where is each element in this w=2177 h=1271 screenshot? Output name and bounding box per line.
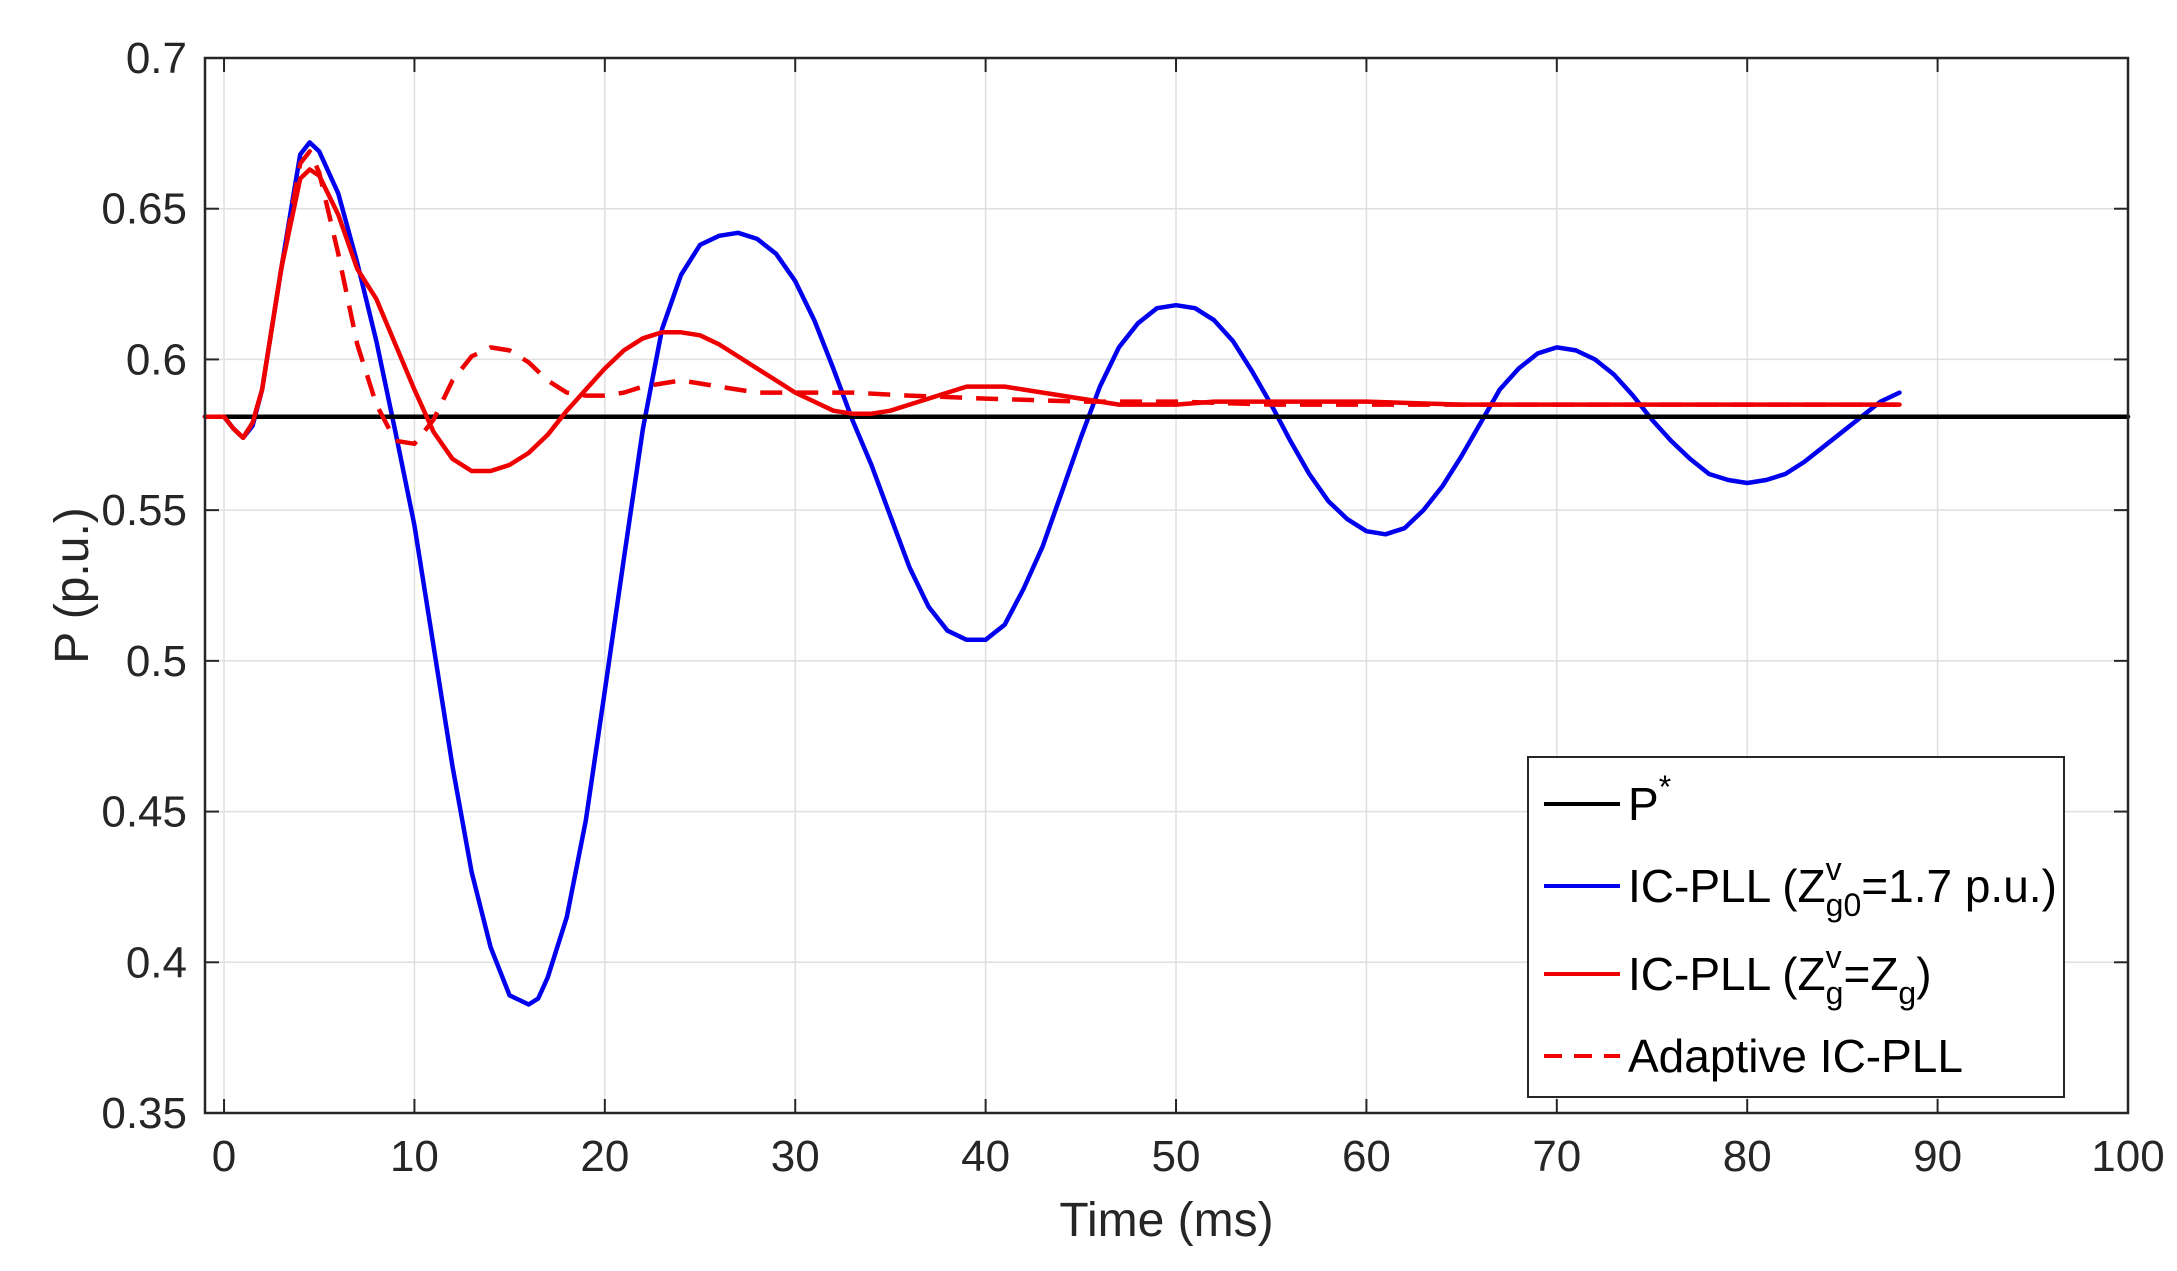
legend-2-suffix: =Z (1843, 948, 1898, 1000)
legend-2-sup: v (1826, 939, 1842, 975)
x-tick-label: 90 (1913, 1132, 1962, 1181)
x-tick-label: 50 (1152, 1132, 1201, 1181)
series-layer (202, 140, 2131, 1007)
x-tick-label: 0 (212, 1132, 236, 1181)
x-tick-label: 80 (1723, 1132, 1772, 1181)
legend-2-sub2: g (1898, 975, 1916, 1011)
x-tick-label: 70 (1532, 1132, 1581, 1181)
x-tick-label: 40 (961, 1132, 1010, 1181)
ticks (205, 57, 2129, 1114)
x-tick-label: 100 (2091, 1132, 2164, 1181)
legend-p-main: P (1628, 778, 1659, 830)
y-tick-label: 0.35 (101, 1089, 187, 1138)
legend-label-p-star: P* (1628, 769, 1671, 830)
tick-labels: 0 10 20 30 40 50 60 70 80 90 100 0.35 0.4 0.45 0.5 0.55… (101, 34, 2164, 1181)
series-line-3 (205, 149, 1900, 447)
series-line-1 (202, 140, 1902, 1007)
y-tick-label: 0.65 (101, 185, 187, 234)
y-tick-label: 0.55 (101, 486, 187, 535)
legend-2-sub: g (1826, 975, 1844, 1011)
legend-1-suffix: =1.7 p.u.) (1861, 860, 2057, 912)
x-axis-title: Time (ms) (1059, 1194, 1273, 1247)
legend-1-sub: g0 (1826, 887, 1862, 923)
legend-p-sup: * (1659, 769, 1671, 805)
legend-label-adaptive-ic-pll: Adaptive IC-PLL (1628, 1030, 1963, 1082)
legend-3-main: Adaptive IC-PLL (1628, 1030, 1963, 1082)
x-tick-label: 10 (390, 1132, 439, 1181)
y-tick-label: 0.4 (126, 938, 187, 987)
x-tick-label: 20 (580, 1132, 629, 1181)
x-tick-label: 60 (1342, 1132, 1391, 1181)
legend-1-sup: v (1826, 851, 1842, 887)
x-tick-label: 30 (771, 1132, 820, 1181)
legend-label-ic-pll-zg: IC-PLL (Zv g=Zg) (1628, 939, 1932, 1011)
series-line-2 (202, 167, 1902, 474)
y-tick-label: 0.45 (101, 788, 187, 837)
legend-2-suffix2: ) (1916, 948, 1931, 1000)
y-tick-label: 0.7 (126, 34, 187, 83)
legend-label-ic-pll-zg0: IC-PLL (Zv g0=1.7 p.u.) (1628, 851, 2057, 923)
legend-1-prefix: IC-PLL (Z (1628, 860, 1826, 912)
legend-2-prefix: IC-PLL (Z (1628, 948, 1826, 1000)
legend: P* IC-PLL (Zv g0=1.7 p.u.) IC-PLL (Zv g=Zg… (1527, 756, 2065, 1098)
plot-frame (203, 56, 2130, 1115)
legend-box (1527, 756, 2065, 1098)
y-tick-label: 0.5 (126, 637, 187, 686)
y-tick-label: 0.6 (126, 335, 187, 384)
y-axis-title: P (p.u.) (46, 507, 99, 664)
